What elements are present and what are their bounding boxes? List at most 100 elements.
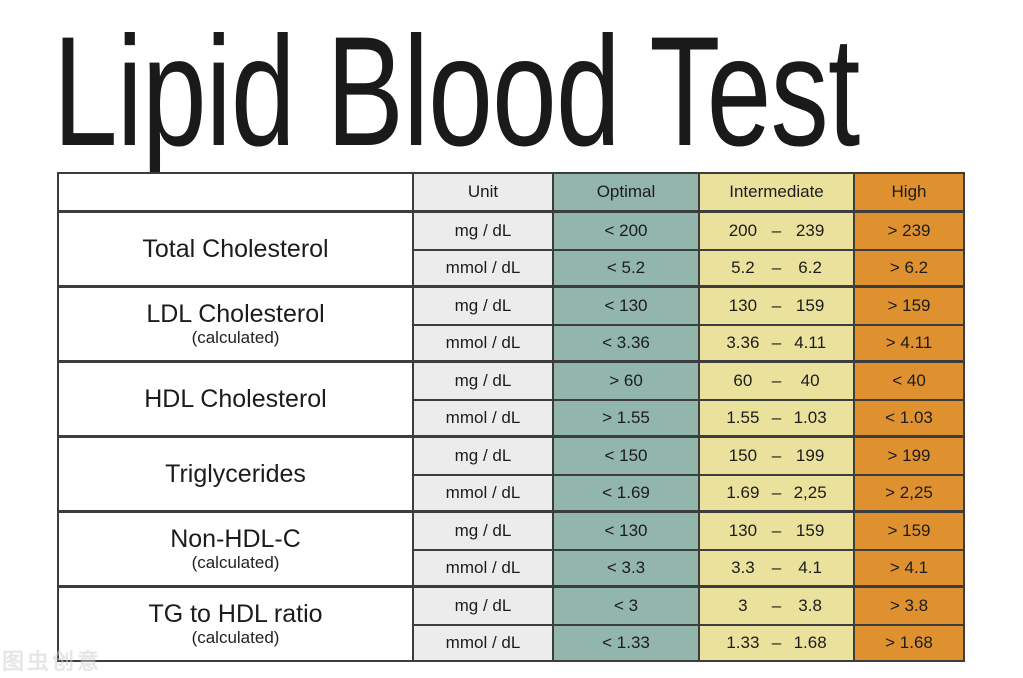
- high-cell: > 159: [855, 513, 963, 549]
- range-dash: –: [771, 483, 782, 502]
- range-dash: –: [771, 296, 782, 315]
- range-dash: –: [771, 521, 782, 540]
- intermediate-cell: 3 – 3.8: [700, 588, 855, 624]
- test-name: Triglycerides: [165, 459, 306, 488]
- range-high: 2,25: [793, 483, 827, 502]
- high-cell: > 159: [855, 288, 963, 324]
- table-group-row: Triglycerides mg / dL < 150 150 – 199 > …: [59, 435, 963, 510]
- intermediate-cell: 3.3 – 4.1: [700, 549, 855, 585]
- test-name-cell: Total Cholesterol: [59, 213, 414, 285]
- range-high: 1.68: [793, 633, 827, 652]
- test-name: TG to HDL ratio: [148, 600, 323, 629]
- unit-cell: mmol / dL: [414, 549, 554, 585]
- unit-cell: mg / dL: [414, 288, 554, 324]
- table-group-row: Total Cholesterol mg / dL < 200 200 – 23…: [59, 210, 963, 285]
- high-cell: > 239: [855, 213, 963, 249]
- range-low: 1.69: [726, 483, 760, 502]
- unit-cell: mg / dL: [414, 588, 554, 624]
- high-cell: > 3.8: [855, 588, 963, 624]
- test-name-cell: TG to HDL ratio (calculated): [59, 588, 414, 660]
- range-dash: –: [771, 558, 782, 577]
- optimal-cell: < 130: [554, 288, 700, 324]
- unit-cell: mg / dL: [414, 213, 554, 249]
- optimal-cell: < 5.2: [554, 249, 700, 285]
- range-dash: –: [771, 446, 782, 465]
- intermediate-cell: 5.2 – 6.2: [700, 249, 855, 285]
- range-high: 4.11: [794, 333, 827, 352]
- optimal-cell: < 1.33: [554, 624, 700, 660]
- test-note: (calculated): [191, 328, 280, 348]
- header-cell-optimal: Optimal: [554, 174, 700, 210]
- optimal-cell: < 3.3: [554, 549, 700, 585]
- page-title: Lipid Blood Test: [53, 5, 860, 179]
- intermediate-cell: 200 – 239: [700, 213, 855, 249]
- header-cell-name: [59, 174, 414, 210]
- test-note: (calculated): [191, 553, 280, 573]
- high-cell: > 1.68: [855, 624, 963, 660]
- range-low: 3.3: [731, 558, 755, 577]
- range-high: 159: [795, 521, 825, 540]
- range-dash: –: [771, 371, 782, 390]
- table-header-row: Unit Optimal Intermediate High: [59, 174, 963, 210]
- range-dash: –: [771, 221, 782, 240]
- table-group-row: Non-HDL-C (calculated) mg / dL < 130 130…: [59, 510, 963, 585]
- optimal-cell: < 3: [554, 588, 700, 624]
- high-cell: > 199: [855, 438, 963, 474]
- test-name: Non-HDL-C: [170, 525, 301, 554]
- high-cell: > 4.11: [855, 324, 963, 360]
- range-high: 239: [795, 221, 825, 240]
- high-cell: > 4.1: [855, 549, 963, 585]
- test-name-cell: HDL Cholesterol: [59, 363, 414, 435]
- range-high: 6.2: [798, 258, 822, 277]
- unit-cell: mmol / dL: [414, 324, 554, 360]
- range-high: 1.03: [793, 408, 827, 427]
- unit-cell: mg / dL: [414, 363, 554, 399]
- test-name: HDL Cholesterol: [144, 384, 327, 413]
- range-low: 150: [728, 446, 758, 465]
- range-high: 159: [795, 296, 825, 315]
- optimal-cell: < 130: [554, 513, 700, 549]
- unit-cell: mg / dL: [414, 438, 554, 474]
- intermediate-cell: 150 – 199: [700, 438, 855, 474]
- optimal-cell: < 1.69: [554, 474, 700, 510]
- range-low: 3: [738, 596, 748, 615]
- optimal-cell: < 3.36: [554, 324, 700, 360]
- high-cell: > 6.2: [855, 249, 963, 285]
- header-cell-unit: Unit: [414, 174, 554, 210]
- optimal-cell: > 60: [554, 363, 700, 399]
- unit-cell: mg / dL: [414, 513, 554, 549]
- range-dash: –: [771, 408, 782, 427]
- optimal-cell: < 200: [554, 213, 700, 249]
- test-name: LDL Cholesterol: [146, 300, 325, 329]
- test-name-cell: Non-HDL-C (calculated): [59, 513, 414, 585]
- range-high: 199: [795, 446, 825, 465]
- intermediate-cell: 130 – 159: [700, 288, 855, 324]
- test-name-cell: Triglycerides: [59, 438, 414, 510]
- high-cell: > 2,25: [855, 474, 963, 510]
- table-group-row: TG to HDL ratio (calculated) mg / dL < 3…: [59, 585, 963, 660]
- high-cell: < 40: [855, 363, 963, 399]
- header-cell-intermediate: Intermediate: [700, 174, 855, 210]
- intermediate-cell: 1.33 – 1.68: [700, 624, 855, 660]
- table-body: Total Cholesterol mg / dL < 200 200 – 23…: [59, 210, 963, 660]
- header-cell-high: High: [855, 174, 963, 210]
- range-high: 40: [800, 371, 820, 390]
- optimal-cell: < 150: [554, 438, 700, 474]
- intermediate-cell: 60 – 40: [700, 363, 855, 399]
- intermediate-cell: 1.69 – 2,25: [700, 474, 855, 510]
- range-low: 130: [728, 521, 758, 540]
- range-low: 1.55: [726, 408, 760, 427]
- test-note: (calculated): [191, 628, 280, 648]
- range-low: 5.2: [731, 258, 755, 277]
- range-low: 130: [728, 296, 758, 315]
- range-high: 4.1: [798, 558, 822, 577]
- unit-cell: mmol / dL: [414, 624, 554, 660]
- unit-cell: mmol / dL: [414, 474, 554, 510]
- test-name-cell: LDL Cholesterol (calculated): [59, 288, 414, 360]
- range-dash: –: [771, 596, 782, 615]
- range-dash: –: [771, 258, 782, 277]
- watermark: 图虫创意: [2, 649, 103, 674]
- lipid-table: Unit Optimal Intermediate High Total Cho…: [57, 172, 965, 662]
- range-dash: –: [771, 633, 782, 652]
- range-high: 3.8: [798, 596, 822, 615]
